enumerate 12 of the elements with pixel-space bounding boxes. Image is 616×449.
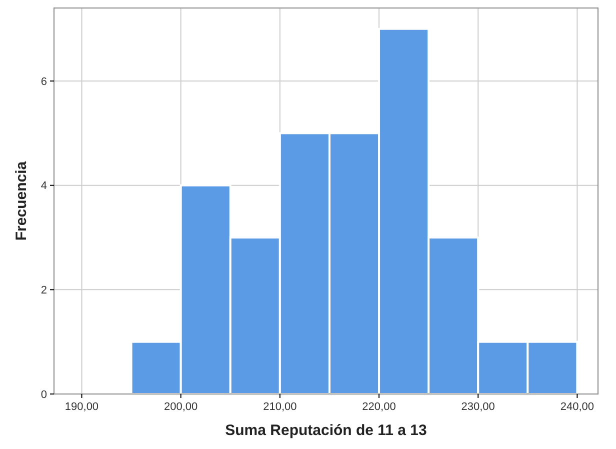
y-tick-label: 0 xyxy=(40,388,47,401)
x-axis-title: Suma Reputación de 11 a 13 xyxy=(225,422,427,439)
x-tick-label: 230,00 xyxy=(461,401,495,413)
x-tick-label: 210,00 xyxy=(263,401,297,413)
y-tick-label: 4 xyxy=(40,180,47,192)
x-tick-label: 190,00 xyxy=(64,401,99,413)
x-tick-label: 240,00 xyxy=(560,401,594,413)
y-tick-label: 2 xyxy=(40,284,47,297)
y-axis-title: Frecuencia xyxy=(13,160,30,241)
y-tick-label: 6 xyxy=(40,76,47,88)
x-tick-label: 220,00 xyxy=(362,401,396,413)
x-tick-label: 200,00 xyxy=(164,401,198,413)
